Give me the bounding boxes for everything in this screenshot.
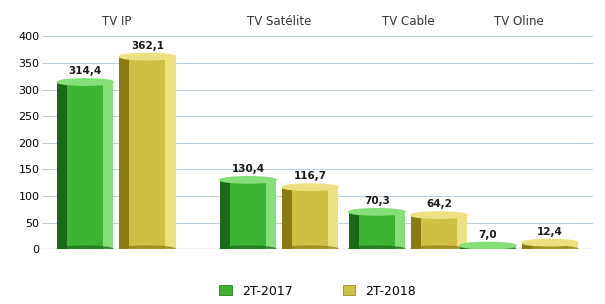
Text: TV Oline: TV Oline xyxy=(494,15,544,28)
Bar xyxy=(292,187,329,249)
Text: 130,4: 130,4 xyxy=(232,164,264,174)
Bar xyxy=(470,246,506,249)
Ellipse shape xyxy=(282,184,338,190)
Bar xyxy=(57,82,67,249)
Bar xyxy=(282,187,292,249)
Text: 12,4: 12,4 xyxy=(537,227,563,237)
Text: 116,7: 116,7 xyxy=(293,171,327,181)
Bar xyxy=(220,180,230,249)
Ellipse shape xyxy=(119,246,175,252)
Bar xyxy=(457,215,467,249)
Text: TV Cable: TV Cable xyxy=(382,15,434,28)
Text: TV Satélite: TV Satélite xyxy=(247,15,312,28)
Bar xyxy=(129,57,165,249)
Bar xyxy=(67,82,103,249)
Bar xyxy=(506,246,516,249)
Bar xyxy=(568,243,578,249)
Text: 362,1: 362,1 xyxy=(131,41,164,51)
Bar xyxy=(411,215,421,249)
Bar xyxy=(359,212,395,249)
Bar xyxy=(460,246,470,249)
Ellipse shape xyxy=(411,246,467,252)
Bar xyxy=(348,212,359,249)
Text: 64,2: 64,2 xyxy=(426,199,452,209)
Bar xyxy=(329,187,338,249)
Bar xyxy=(532,243,568,249)
Ellipse shape xyxy=(57,246,113,252)
Ellipse shape xyxy=(460,242,516,249)
Bar xyxy=(230,180,266,249)
Ellipse shape xyxy=(220,246,276,252)
Bar xyxy=(421,215,457,249)
Ellipse shape xyxy=(282,246,338,252)
Text: TV IP: TV IP xyxy=(102,15,131,28)
Text: 70,3: 70,3 xyxy=(364,196,390,206)
Ellipse shape xyxy=(460,246,516,252)
Ellipse shape xyxy=(522,246,578,252)
Bar xyxy=(119,57,129,249)
Bar xyxy=(103,82,113,249)
Bar xyxy=(522,243,532,249)
Ellipse shape xyxy=(411,212,467,218)
Bar xyxy=(395,212,405,249)
Ellipse shape xyxy=(119,54,175,60)
Ellipse shape xyxy=(348,246,405,252)
Text: 314,4: 314,4 xyxy=(68,66,102,76)
Ellipse shape xyxy=(522,240,578,246)
Text: 7,0: 7,0 xyxy=(479,230,497,240)
Legend: 2T-2017, 2T-2018: 2T-2017, 2T-2018 xyxy=(214,280,421,302)
Bar xyxy=(165,57,175,249)
Bar xyxy=(266,180,276,249)
Ellipse shape xyxy=(57,79,113,85)
Ellipse shape xyxy=(348,209,405,215)
Ellipse shape xyxy=(220,177,276,183)
